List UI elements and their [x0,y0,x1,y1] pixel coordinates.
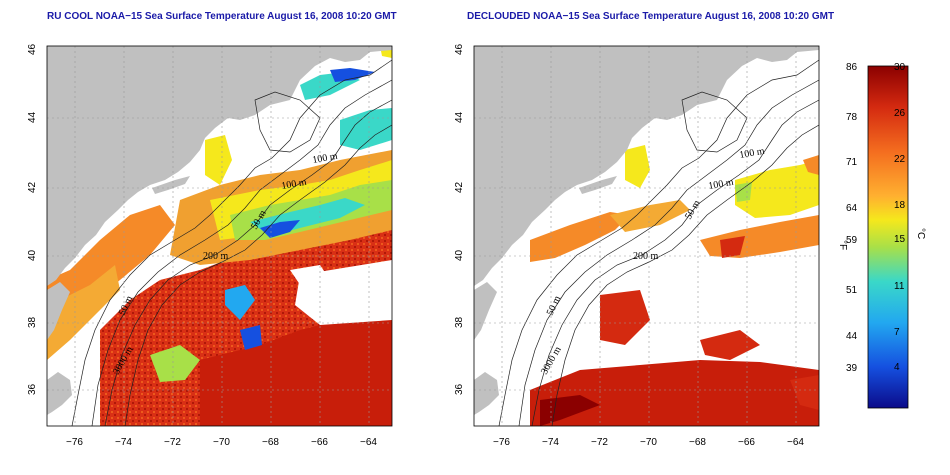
left-lat-tick-38: 38 [27,316,38,328]
left-lon-tick-72: −72 [164,437,181,448]
colorbar-c-ticks: 30 26 22 18 15 11 7 4 [894,62,906,373]
right-lat-tick-40: 40 [454,249,465,261]
right-lon-tick-64: −64 [787,437,804,448]
colorbar-unit-c: °C [915,228,926,239]
colorbar-c-tick-7: 7 [894,327,900,338]
right-land-mass [474,46,819,286]
left-delmarva [47,282,70,340]
colorbar-gradient [867,65,909,409]
colorbar-f-tick-39: 39 [846,363,858,374]
left-long-island [152,176,190,194]
right-long-island [579,176,617,194]
right-lon-tick-66: −66 [738,437,755,448]
colorbar-f-tick-51: 51 [846,285,858,296]
colorbar-f-tick-86: 86 [846,62,858,73]
right-lat-tick-42: 42 [454,181,465,193]
right-lat-tick-36: 36 [454,383,465,395]
right-lon-tick-70: −70 [640,437,657,448]
left-lat-tick-42: 42 [27,181,38,193]
left-panel-title: RU COOL NOAA−15 Sea Surface Temperature … [47,11,397,22]
left-nc-coast [47,372,72,415]
colorbar-c-tick-11: 11 [894,281,905,292]
left-lat-tick-40: 40 [27,249,38,261]
left-contour-label-4: 200 m [203,251,229,262]
right-lat-tick-44: 44 [454,111,465,123]
right-contour-label-4: 200 m [633,251,659,262]
colorbar-f-tick-64: 64 [846,203,858,214]
colorbar-c-tick-26: 26 [894,108,906,119]
right-lon-tick-76: −76 [493,437,510,448]
left-map-panel: 100 m 100 m 50 m 200 m 50 m 3000 m 36 38… [27,43,393,448]
left-land-mass [47,46,392,286]
right-map-frame [473,45,820,427]
left-lon-tick-68: −68 [262,437,279,448]
colorbar-f-ticks: 86 78 71 64 59 51 44 39 [846,62,858,374]
right-lat-axis: 36 38 40 42 44 46 [454,43,465,395]
left-lon-tick-66: −66 [311,437,328,448]
left-lat-tick-36: 36 [27,383,38,395]
colorbar: 86 78 71 64 59 51 44 39 30 26 22 18 15 1… [837,62,926,409]
left-lon-tick-76: −76 [66,437,83,448]
left-lat-tick-46: 46 [27,43,38,55]
colorbar-f-tick-78: 78 [846,112,858,123]
right-lon-axis: −76 −74 −72 −70 −68 −66 −64 [493,437,804,448]
colorbar-c-tick-18: 18 [894,200,906,211]
left-graticule [47,46,392,426]
left-contour-label-1: 100 m [312,151,339,166]
colorbar-f-tick-71: 71 [846,157,858,168]
left-map-frame [46,45,393,427]
left-lat-tick-44: 44 [27,111,38,123]
right-bathymetry-contours [498,59,819,426]
right-lon-tick-72: −72 [591,437,608,448]
colorbar-f-tick-44: 44 [846,331,858,342]
right-delmarva [474,282,497,340]
colorbar-c-tick-30: 30 [894,62,906,73]
left-bathymetry-contours [71,59,392,426]
left-lon-tick-64: −64 [360,437,377,448]
colorbar-unit-f: °F [837,240,848,250]
left-lon-axis: −76 −74 −72 −70 −68 −66 −64 [66,437,377,448]
left-lon-tick-70: −70 [213,437,230,448]
left-lon-tick-74: −74 [115,437,132,448]
right-nc-coast [474,372,499,415]
right-graticule [474,46,819,426]
right-lon-tick-74: −74 [542,437,559,448]
right-lat-tick-38: 38 [454,316,465,328]
right-contour-label-1: 100 m [739,146,766,161]
right-lon-tick-68: −68 [689,437,706,448]
colorbar-c-tick-22: 22 [894,154,906,165]
left-lat-axis: 36 38 40 42 44 46 [27,43,38,395]
right-lat-tick-46: 46 [454,43,465,55]
colorbar-f-tick-59: 59 [846,235,858,246]
right-panel-title: DECLOUDED NOAA−15 Sea Surface Temperatur… [467,11,835,22]
right-map-panel: 100 m 100 m 50 m 200 m 50 m 3000 m 36 38… [454,43,820,448]
colorbar-c-tick-4: 4 [894,362,900,373]
colorbar-c-tick-15: 15 [894,234,906,245]
